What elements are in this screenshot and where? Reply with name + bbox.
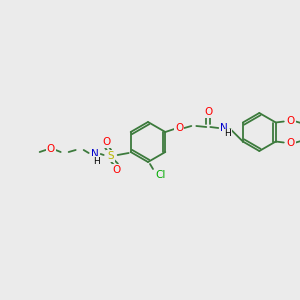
- Text: O: O: [112, 165, 121, 175]
- Text: N: N: [91, 149, 99, 159]
- Text: O: O: [46, 144, 55, 154]
- Text: N: N: [220, 123, 228, 133]
- Text: O: O: [204, 107, 212, 117]
- Text: O: O: [286, 139, 295, 148]
- Text: S: S: [107, 151, 114, 161]
- Text: Cl: Cl: [156, 170, 166, 180]
- Text: H: H: [224, 130, 231, 139]
- Text: O: O: [103, 137, 111, 147]
- Text: O: O: [175, 123, 183, 133]
- Text: H: H: [93, 157, 100, 166]
- Text: O: O: [286, 116, 295, 125]
